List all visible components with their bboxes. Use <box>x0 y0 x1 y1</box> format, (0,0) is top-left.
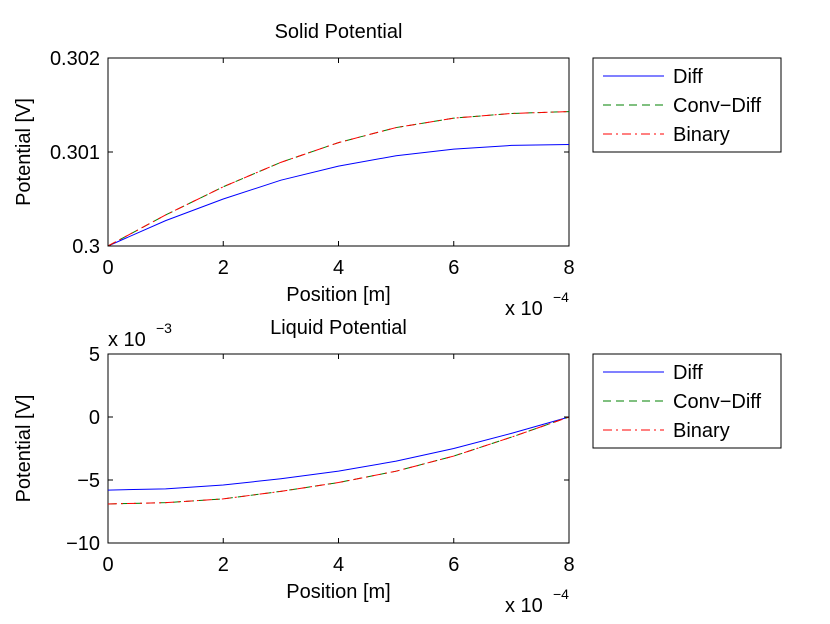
liquid-legend-label-2: Conv−Diff <box>673 391 761 413</box>
solid-legend-label-2: Conv−Diff <box>673 95 761 117</box>
solid-series-line-3 <box>107 111 570 247</box>
solid-chart-title: Solid Potential <box>275 21 403 43</box>
solid-y-axis-label: Potential [V] <box>13 98 35 206</box>
liquid-ytick-label: 0 <box>89 407 100 429</box>
liquid-xtick-label: 6 <box>448 554 459 576</box>
solid-legend-label-1: Diff <box>673 66 703 88</box>
liquid-chart-title: Liquid Potential <box>270 317 407 339</box>
solid-legend-label-3: Binary <box>673 124 730 146</box>
liquid-y-axis-label: Potential [V] <box>13 395 35 503</box>
solid-xtick-label: 2 <box>218 257 229 279</box>
liquid-ytick-label: −5 <box>77 470 100 492</box>
liquid-series-line-1 <box>107 416 570 491</box>
liquid-y-multiplier-exponent: −3 <box>156 320 172 336</box>
liquid-ytick-label: −10 <box>66 533 100 555</box>
liquid-xtick-label: 8 <box>563 554 574 576</box>
solid-x-multiplier: x 10 <box>505 298 543 320</box>
solid-ytick-label: 0.302 <box>50 48 100 70</box>
solid-ytick-label: 0.301 <box>50 142 100 164</box>
liquid-legend-box <box>592 353 782 449</box>
liquid-ytick-label: 5 <box>89 344 100 366</box>
liquid-x-multiplier-exponent: −4 <box>553 586 569 602</box>
solid-xtick-label: 6 <box>448 257 459 279</box>
solid-x-axis-label: Position [m] <box>286 284 390 306</box>
liquid-xtick-label: 4 <box>333 554 344 576</box>
liquid-xtick-label: 0 <box>102 554 113 576</box>
liquid-series-line-2 <box>107 416 570 505</box>
liquid-x-multiplier: x 10 <box>505 595 543 617</box>
liquid-x-axis-label: Position [m] <box>286 581 390 603</box>
solid-xtick-label: 8 <box>563 257 574 279</box>
liquid-legend-label-3: Binary <box>673 420 730 442</box>
liquid-axes-box <box>107 353 570 544</box>
solid-series-line-1 <box>107 143 570 247</box>
liquid-legend-label-1: Diff <box>673 362 703 384</box>
solid-legend-box <box>592 57 782 153</box>
solid-x-multiplier-exponent: −4 <box>553 289 569 305</box>
solid-axes-box <box>107 57 570 247</box>
liquid-y-multiplier: x 10 <box>108 329 146 351</box>
solid-xtick-label: 0 <box>102 257 113 279</box>
liquid-series-line-3 <box>107 416 570 505</box>
solid-xtick-label: 4 <box>333 257 344 279</box>
liquid-xtick-label: 2 <box>218 554 229 576</box>
solid-ytick-label: 0.3 <box>72 236 100 258</box>
